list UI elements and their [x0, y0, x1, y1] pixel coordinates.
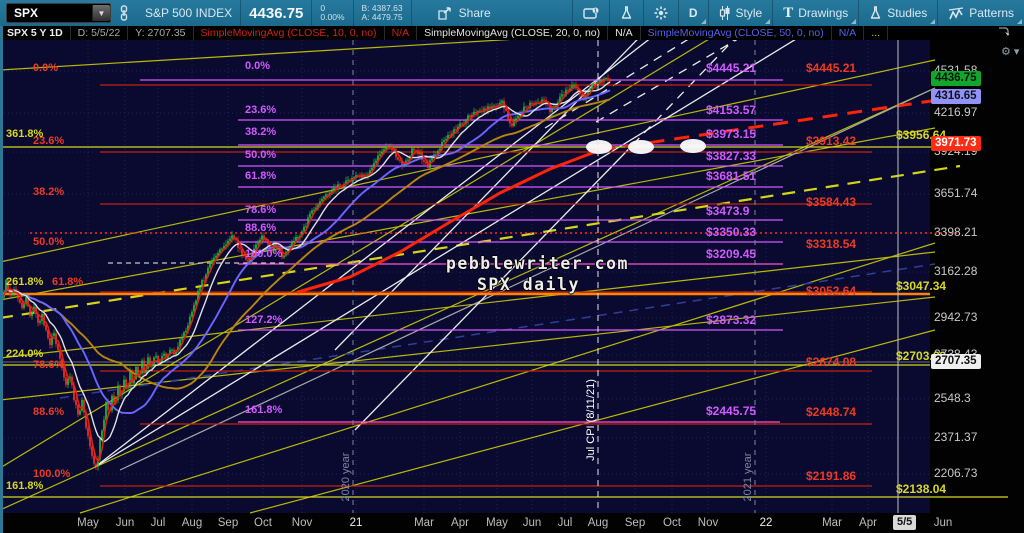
message-icon: 1 [583, 7, 599, 20]
study-sma50-label[interactable]: SimpleMovingAvg (CLOSE, 50, 0, no) [641, 26, 832, 40]
studies-label: Studies [887, 6, 928, 20]
plot-background [0, 40, 930, 513]
moving-average-line [1, 98, 611, 390]
study-sma50-value: N/A [832, 26, 865, 40]
patterns-label: Patterns [969, 6, 1014, 20]
trendline [0, 87, 936, 511]
quick-study-button[interactable] [608, 0, 643, 26]
svg-text:1: 1 [594, 8, 597, 14]
toolbar-right-group: 1 D Style T Drawings [571, 0, 1024, 26]
drawings-button[interactable]: T Drawings [772, 0, 858, 26]
alerts-button[interactable]: 1 [571, 0, 609, 26]
moving-average-line [1, 89, 611, 415]
event-line-label: 2020 year [340, 452, 352, 501]
chart-canvas[interactable]: 2020 year Jul CPI (8/11/21) 2021 year [0, 40, 1024, 533]
study-sma10-label[interactable]: SimpleMovingAvg (CLOSE, 10, 0, no) [194, 26, 385, 40]
symbol-text: SPX [14, 6, 39, 20]
index-name: S&P 500 INDEX [145, 6, 233, 20]
timeframe-button[interactable]: D [677, 0, 708, 26]
dropdown-corner-icon [851, 19, 857, 24]
bid-ask-segment: B: 4387.63 A: 4479.75 [354, 0, 412, 26]
symbol-input[interactable]: SPX ▼ [6, 3, 111, 23]
change-percent: 0.00% [320, 12, 345, 22]
link-button[interactable] [111, 0, 137, 26]
crosshair-price-readout: Y: 2707.35 [128, 26, 194, 40]
cursor-tracking-icon[interactable] [998, 26, 1014, 40]
change-segment: 0 0.00% [312, 0, 354, 26]
trendline [621, 40, 735, 157]
chart-status-row: SPX 5 Y 1D D: 5/5/22 Y: 2707.35 SimpleMo… [0, 26, 1024, 40]
style-label: Style [735, 6, 763, 20]
study-sma20-label[interactable]: SimpleMovingAvg (CLOSE, 20, 0, no) [417, 26, 609, 40]
dropdown-corner-icon [930, 19, 936, 24]
last-price: 4436.75 [249, 4, 304, 22]
symbol-dropdown-button[interactable]: ▼ [92, 5, 110, 21]
share-button[interactable]: Share [430, 0, 499, 26]
candlestick-style-icon [719, 6, 731, 20]
forecast-oval [680, 139, 706, 153]
studies-button[interactable]: Studies [858, 0, 937, 26]
trendline [0, 59, 936, 263]
dropdown-corner-icon [765, 19, 771, 24]
forecast-oval [586, 140, 612, 154]
price-axis-gutter[interactable] [930, 40, 1024, 533]
flask-icon [869, 6, 882, 20]
flask-icon [620, 6, 633, 20]
patterns-icon [948, 6, 964, 20]
study-sma10-value: N/A [385, 26, 418, 40]
share-icon [437, 6, 453, 20]
trendline [79, 242, 936, 514]
event-line-label: Jul CPI (8/11/21) [585, 379, 597, 461]
trendline [59, 263, 936, 399]
trendline [0, 251, 936, 359]
window-edge [0, 26, 3, 533]
event-line-label: 2021 year [742, 452, 754, 501]
chart-settings-button[interactable] [642, 0, 678, 26]
forecast-oval [628, 140, 654, 154]
crosshair-date-readout: D: 5/5/22 [71, 26, 129, 40]
chart-area[interactable]: 2020 year Jul CPI (8/11/21) 2021 year pebb… [0, 40, 1024, 533]
style-button[interactable]: Style [707, 0, 773, 26]
index-name-segment: S&P 500 INDEX [137, 0, 242, 26]
change-value: 0 [320, 3, 326, 13]
time-axis[interactable] [0, 513, 1024, 533]
more-studies-ellipsis[interactable]: ... [864, 26, 888, 40]
dropdown-corner-icon [1017, 19, 1022, 24]
trendline [94, 40, 796, 468]
drawings-icon: T [783, 4, 794, 21]
drawings-label: Drawings [798, 6, 849, 20]
symbol-timeframe-readout[interactable]: SPX 5 Y 1D [0, 26, 71, 40]
study-sma20-value: N/A [608, 26, 641, 40]
dropdown-corner-icon [700, 19, 706, 24]
ask-value: A: 4479.75 [361, 12, 403, 22]
share-label: Share [458, 6, 491, 20]
trendline [595, 40, 738, 123]
timeframe-label: D [688, 6, 698, 20]
last-price-segment: 4436.75 [241, 0, 313, 26]
bid-value: B: 4387.63 [361, 3, 403, 13]
link-icon [119, 5, 129, 21]
red-projection-curve [296, 148, 602, 294]
trendline [0, 40, 511, 71]
patterns-button[interactable]: Patterns [937, 0, 1024, 26]
moving-average-line [1, 78, 611, 463]
toolbar: SPX ▼ S&P 500 INDEX 4436.75 0 0.00% B: 4… [0, 0, 1024, 26]
gear-icon [654, 6, 668, 20]
